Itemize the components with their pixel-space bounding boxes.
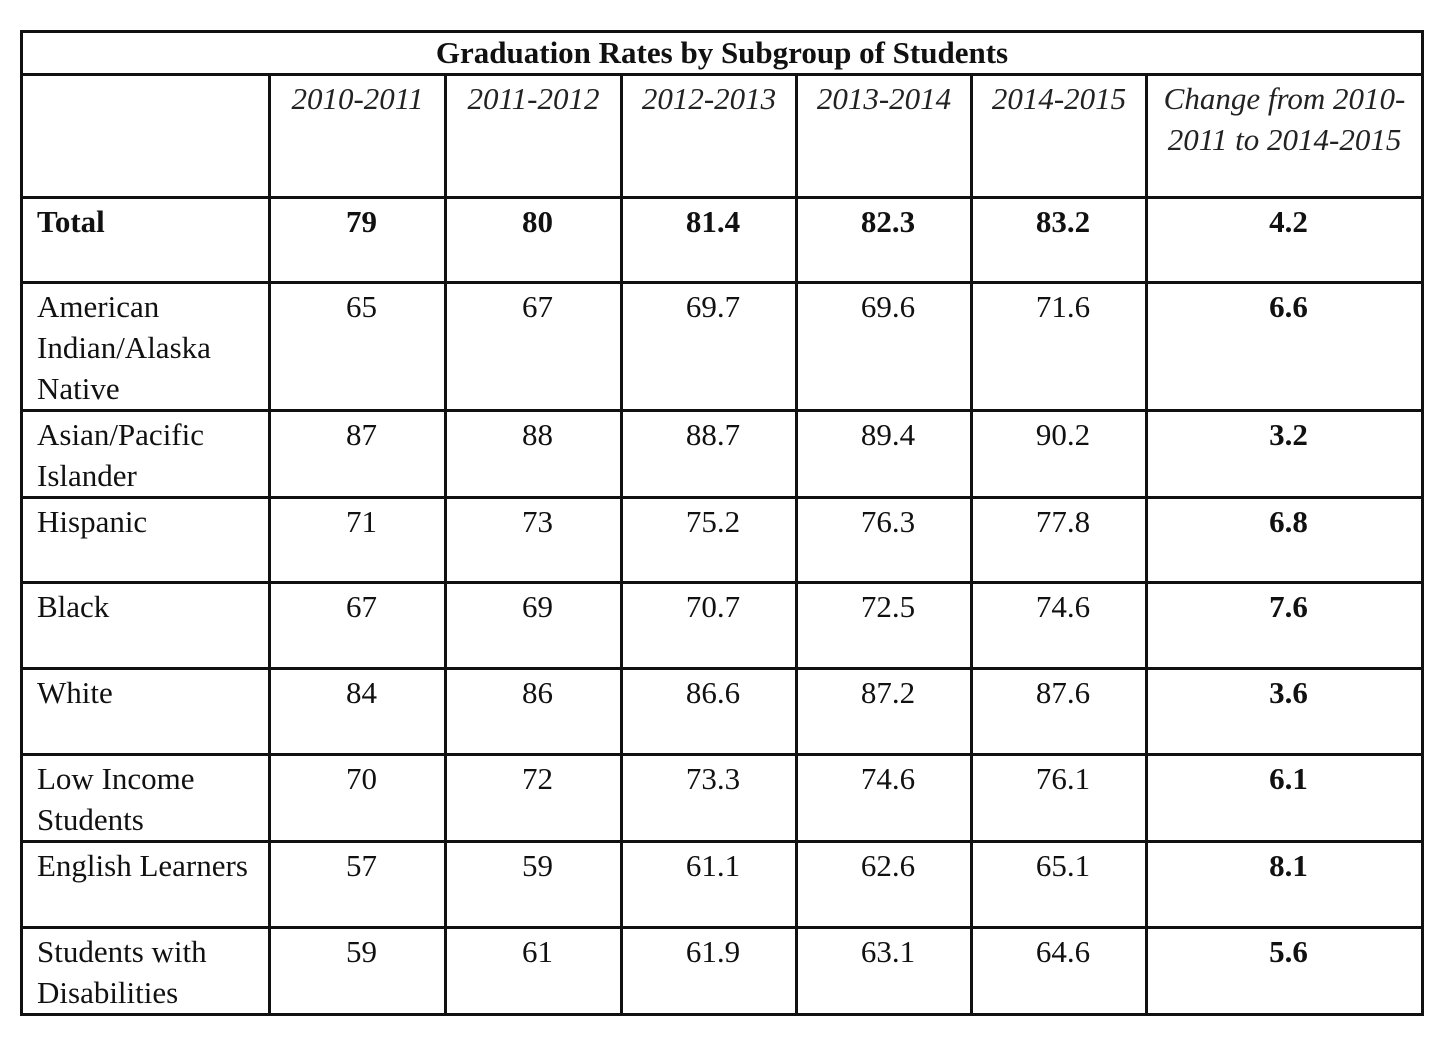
header-row: 2010-2011 2011-2012 2012-2013 2013-2014 2014… — [20, 73, 1425, 199]
change-value: 4.2 — [1144, 196, 1425, 284]
change-value: 3.2 — [1144, 409, 1425, 499]
cell-value: 70 — [268, 753, 447, 843]
column-header: 2010-2011 — [268, 73, 447, 199]
cell-value: 88.7 — [620, 409, 798, 499]
title-row: Graduation Rates by Subgroup of Students — [19, 30, 1425, 76]
row-label: American Indian/Alaska Native — [20, 281, 271, 412]
row-label: English Learners — [20, 840, 271, 929]
cell-value: 59 — [268, 926, 447, 1016]
cell-value: 87.6 — [970, 667, 1148, 756]
data-row: Low Income Students 70 72 73.3 74.6 76.1 6.1 — [20, 753, 1425, 843]
data-row: Hispanic 71 73 75.2 76.3 77.8 6.8 — [20, 496, 1425, 584]
cell-value: 72.5 — [795, 581, 973, 670]
cell-value: 73.3 — [620, 753, 798, 843]
cell-value: 65 — [268, 281, 447, 412]
cell-value: 69.6 — [795, 281, 973, 412]
column-header: Change from 2010-2011 to 2014-2015 — [1144, 73, 1425, 199]
cell-value: 83.2 — [970, 196, 1148, 284]
cell-value: 57 — [268, 840, 447, 929]
cell-value: 73 — [444, 496, 623, 584]
row-label: Hispanic — [20, 496, 271, 584]
cell-value: 74.6 — [795, 753, 973, 843]
cell-value: 84 — [268, 667, 447, 756]
cell-value: 61 — [444, 926, 623, 1016]
data-row: Black 67 69 70.7 72.5 74.6 7.6 — [20, 581, 1425, 670]
cell-value: 88 — [444, 409, 623, 499]
data-row: Total 79 80 81.4 82.3 83.2 4.2 — [20, 196, 1425, 284]
row-label: Asian/Pacific Islander — [20, 409, 271, 499]
cell-value: 67 — [444, 281, 623, 412]
cell-value: 65.1 — [970, 840, 1148, 929]
cell-value: 86 — [444, 667, 623, 756]
cell-value: 72 — [444, 753, 623, 843]
change-value: 6.6 — [1144, 281, 1425, 412]
cell-value: 69 — [444, 581, 623, 670]
data-row: American Indian/Alaska Native 65 67 69.7 69.… — [20, 281, 1425, 412]
column-header: 2012-2013 — [620, 73, 798, 199]
cell-value: 77.8 — [970, 496, 1148, 584]
row-label: Total — [20, 196, 271, 284]
cell-value: 87 — [268, 409, 447, 499]
cell-value: 79 — [268, 196, 447, 284]
change-value: 8.1 — [1144, 840, 1425, 929]
cell-value: 89.4 — [795, 409, 973, 499]
cell-value: 71.6 — [970, 281, 1148, 412]
cell-value: 70.7 — [620, 581, 798, 670]
cell-value: 64.6 — [970, 926, 1148, 1016]
cell-value: 82.3 — [795, 196, 973, 284]
data-row: English Learners 57 59 61.1 62.6 65.1 8.1 — [20, 840, 1425, 929]
change-value: 3.6 — [1144, 667, 1425, 756]
column-header: 2013-2014 — [795, 73, 973, 199]
cell-value: 75.2 — [620, 496, 798, 584]
row-label: Students with Disabilities — [20, 926, 271, 1016]
change-value: 7.6 — [1144, 581, 1425, 670]
data-row: Asian/Pacific Islander 87 88 88.7 89.4 90.2 3.… — [20, 409, 1425, 499]
cell-value: 67 — [268, 581, 447, 670]
cell-value: 59 — [444, 840, 623, 929]
cell-value: 87.2 — [795, 667, 973, 756]
data-table: Graduation Rates by Subgroup of Students… — [19, 30, 1425, 1016]
cell-value: 80 — [444, 196, 623, 284]
cell-value: 71 — [268, 496, 447, 584]
cell-value: 61.1 — [620, 840, 798, 929]
header-corner — [20, 73, 271, 199]
column-header: 2014-2015 — [970, 73, 1148, 199]
cell-value: 76.3 — [795, 496, 973, 584]
row-label: White — [20, 667, 271, 756]
cell-value: 90.2 — [970, 409, 1148, 499]
cell-value: 63.1 — [795, 926, 973, 1016]
table-title: Graduation Rates by Subgroup of Students — [19, 30, 1425, 76]
cell-value: 74.6 — [970, 581, 1148, 670]
column-header: 2011-2012 — [444, 73, 623, 199]
change-value: 6.1 — [1144, 753, 1425, 843]
cell-value: 86.6 — [620, 667, 798, 756]
cell-value: 61.9 — [620, 926, 798, 1016]
row-label: Black — [20, 581, 271, 670]
cell-value: 76.1 — [970, 753, 1148, 843]
change-value: 6.8 — [1144, 496, 1425, 584]
change-value: 5.6 — [1144, 926, 1425, 1016]
data-row: White 84 86 86.6 87.2 87.6 3.6 — [20, 667, 1425, 756]
cell-value: 69.7 — [620, 281, 798, 412]
data-row: Students with Disabilities 59 61 61.9 63.1 64… — [20, 926, 1425, 1016]
cell-value: 81.4 — [620, 196, 798, 284]
cell-value: 62.6 — [795, 840, 973, 929]
row-label: Low Income Students — [20, 753, 271, 843]
